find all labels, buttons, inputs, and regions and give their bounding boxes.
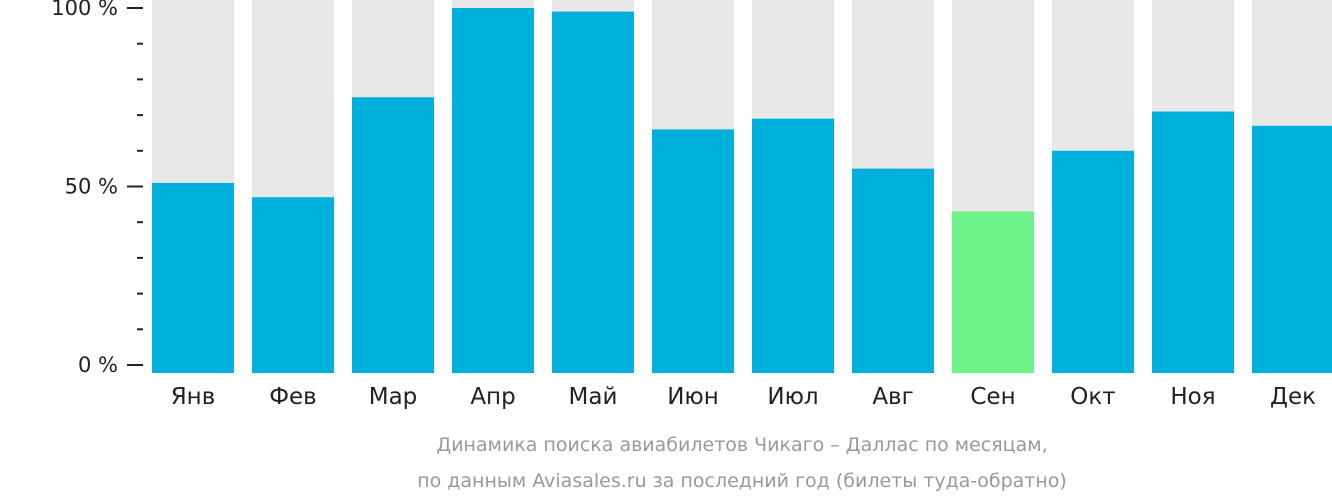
x-axis: Янв Фев Мар Апр Май Июн Июл Авг Сен Окт Ноя Дек: [171, 384, 1316, 410]
bar: [1252, 125, 1332, 373]
x-tick-label: Ноя: [1170, 384, 1215, 410]
bar: [352, 97, 434, 373]
y-tick-label: 0 %: [78, 353, 118, 377]
bar: [152, 182, 234, 373]
bar: [852, 168, 934, 373]
x-tick-label: Фев: [269, 384, 317, 410]
x-tick-label: Сен: [970, 384, 1015, 410]
x-tick-label: Янв: [171, 384, 216, 410]
x-tick-label: Окт: [1070, 384, 1115, 410]
bar: [952, 211, 1034, 373]
x-tick-label: Июл: [767, 384, 818, 410]
chart-caption-line-1: Динамика поиска авиабилетов Чикаго – Дал…: [436, 434, 1047, 456]
bar: [1152, 111, 1234, 373]
chart-caption-line-2: по данным Aviasales.ru за последний год …: [417, 470, 1067, 492]
bar: [452, 8, 534, 373]
bar: [1052, 150, 1134, 373]
x-tick-label: Апр: [470, 384, 515, 410]
bar: [752, 118, 834, 373]
x-tick-label: Июн: [667, 384, 719, 410]
y-tick-label: 50 %: [65, 175, 118, 199]
x-tick-label: Мар: [369, 384, 418, 410]
bar: [252, 197, 334, 373]
bar: [652, 129, 734, 373]
x-tick-label: Май: [569, 384, 618, 410]
y-tick-label: 100 %: [51, 0, 118, 20]
x-tick-label: Дек: [1270, 384, 1316, 410]
x-tick-label: Авг: [872, 384, 913, 410]
y-axis: 100 % 50 % 0 %: [51, 0, 143, 377]
bar: [552, 11, 634, 373]
data-bars: [152, 8, 1332, 373]
